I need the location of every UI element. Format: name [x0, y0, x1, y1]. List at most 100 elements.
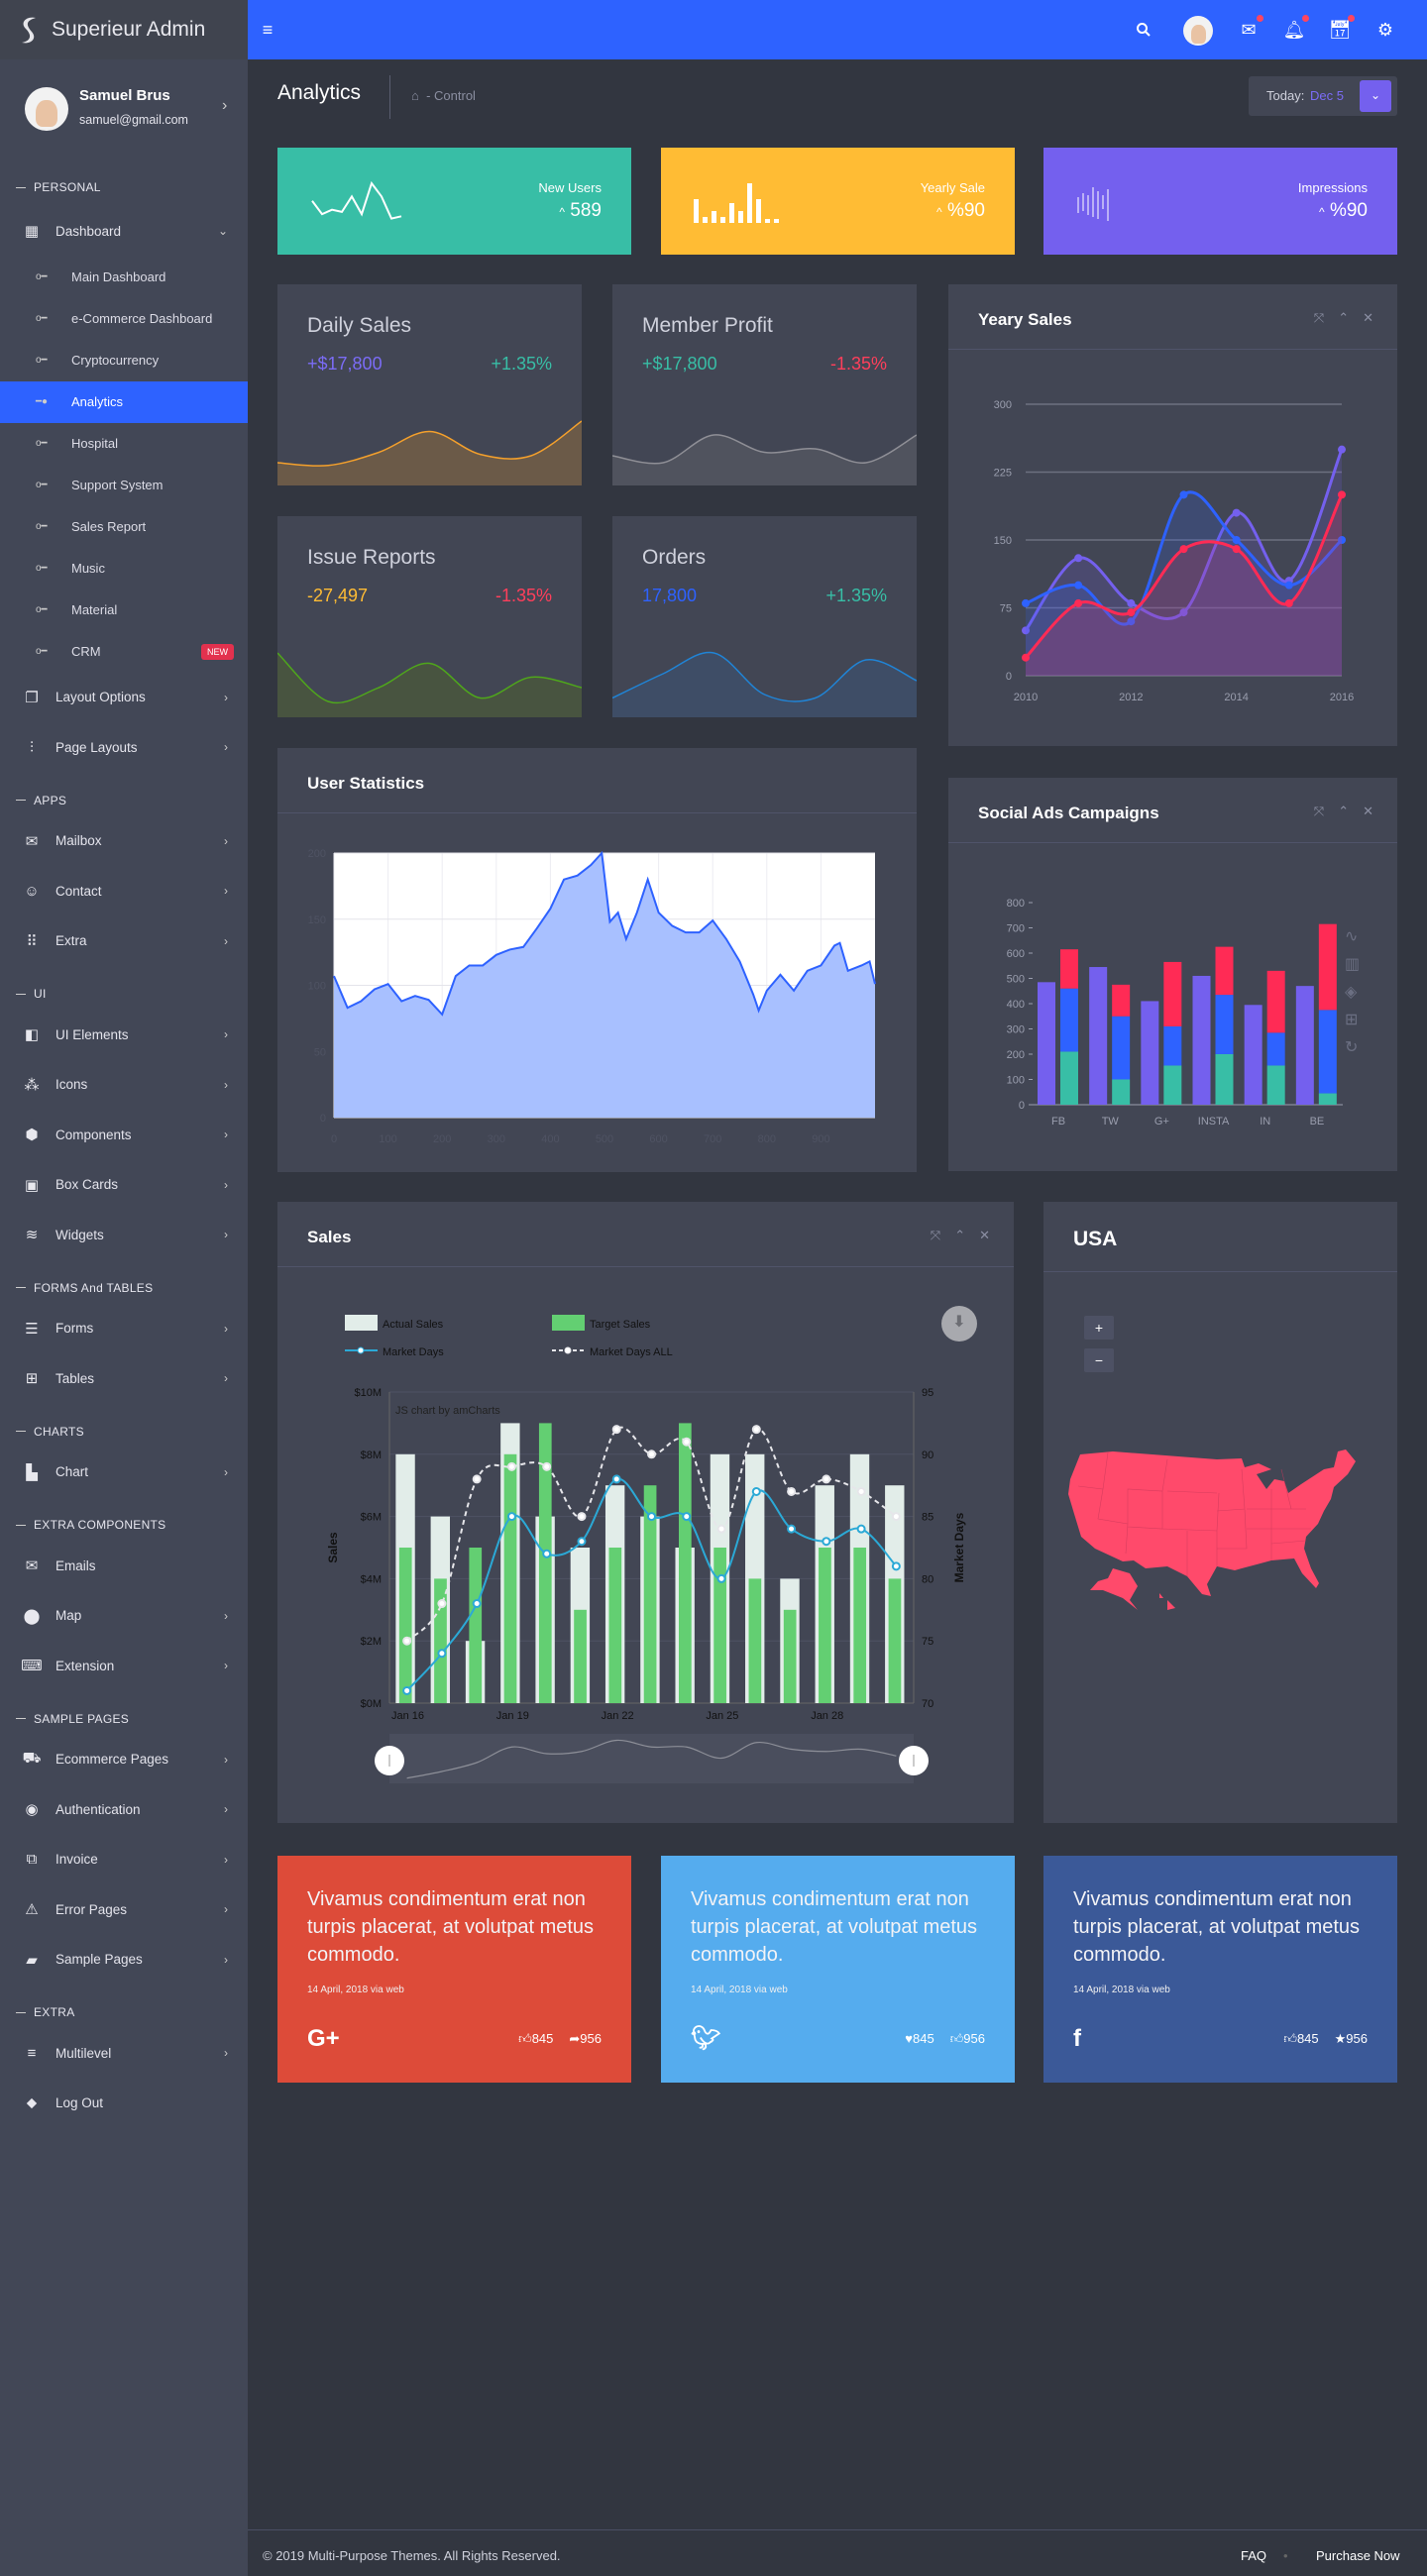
sidebar-subitem-hospital[interactable]: o━ Hospital	[0, 423, 248, 465]
box-cards-icon: ▣	[24, 1176, 40, 1194]
sidebar-item-label: e-Commerce Dashboard	[71, 311, 213, 326]
sidebar-subitem-music[interactable]: o━ Music	[0, 548, 248, 590]
sidebar-item-forms[interactable]: ☰ Forms ›	[0, 1304, 248, 1354]
sidebar-subitem-analytics[interactable]: ━● Analytics	[0, 380, 248, 423]
expand-icon[interactable]: ⤧	[1313, 310, 1325, 325]
bar-chart-icon[interactable]: ▥	[1345, 956, 1361, 973]
sidebar-item-ui-elements[interactable]: ◧ UI Elements ›	[0, 1010, 248, 1060]
sidebar-item-authentication[interactable]: ◉ Authentication ›	[0, 1784, 248, 1835]
data-point	[472, 1599, 482, 1609]
google-plus-icon[interactable]: G+	[307, 2025, 340, 2052]
collapse-icon[interactable]: ⌃	[1338, 804, 1350, 818]
sidebar-item-widgets[interactable]: ≋ Widgets ›	[0, 1210, 248, 1260]
legend-swatch	[345, 1315, 378, 1331]
stat-2[interactable]: ★956	[1335, 2031, 1368, 2047]
close-icon[interactable]: ✕	[1363, 310, 1373, 325]
search-icon[interactable]	[1132, 18, 1155, 42]
header-avatar[interactable]	[1183, 16, 1213, 46]
tick-label: 50	[314, 1046, 326, 1058]
user-panel[interactable]: Samuel Brus samuel@gmail.com ›	[0, 59, 248, 159]
collapse-icon[interactable]: ⌃	[954, 1228, 966, 1242]
sidebar-item-chart[interactable]: ▙ Chart ›	[0, 1448, 248, 1498]
sidebar-subitem-cryptocurrency[interactable]: o━ Cryptocurrency	[0, 340, 248, 381]
navigator-handle-left[interactable]	[375, 1746, 404, 1775]
tick-label: 0	[320, 1113, 326, 1125]
sidebar-item-sample-pages[interactable]: ▰ Sample Pages ›	[0, 1935, 248, 1986]
tiled-icon[interactable]: ⊞	[1345, 1012, 1359, 1028]
sidebar-item-extension[interactable]: ⌨ Extension ›	[0, 1641, 248, 1691]
sidebar-item-invoice[interactable]: ⧉ Invoice ›	[0, 1835, 248, 1885]
purchase-link[interactable]: Purchase Now	[1316, 2548, 1400, 2563]
stat-1[interactable]: 👍︎845	[1283, 2031, 1318, 2047]
stack-icon[interactable]: ◈	[1345, 984, 1358, 1001]
sidebar-item-ecommerce-pages[interactable]: ⛟ Ecommerce Pages ›	[0, 1735, 248, 1785]
sidebar-item-dashboard[interactable]: ▦ Dashboard ⌄	[0, 206, 248, 257]
sidebar-item-label: Sample Pages	[55, 1952, 143, 1968]
faq-link[interactable]: FAQ	[1241, 2548, 1267, 2563]
logo-icon	[22, 17, 36, 44]
stat-1[interactable]: ♥845	[905, 2031, 933, 2047]
home-icon[interactable]: ⌂	[411, 88, 419, 103]
sidebar-item-multilevel[interactable]: ≡ Multilevel ›	[0, 2028, 248, 2079]
stat-2[interactable]: 👍︎956	[950, 2031, 985, 2047]
sidebar-item-page-layouts[interactable]: ⫶ Page Layouts ›	[0, 722, 248, 773]
sidebar-subitem-support-system[interactable]: o━ Support System	[0, 465, 248, 506]
logo[interactable]: Superieur Admin	[0, 0, 248, 59]
zoom-out-button[interactable]: −	[1084, 1348, 1114, 1372]
mail-icon[interactable]: ✉	[1237, 15, 1263, 42]
stacked-bar-G+	[1163, 1065, 1182, 1105]
sidebar-item-label: Sales Report	[71, 519, 147, 534]
usa-states[interactable]	[1068, 1449, 1356, 1596]
sidebar-subitem-sales-report[interactable]: o━ Sales Report	[0, 506, 248, 548]
twitter-icon[interactable]: 🐦︎	[691, 2025, 721, 2052]
data-point	[822, 1537, 831, 1547]
navigator-handle-right[interactable]	[899, 1746, 929, 1775]
card-title: Orders	[642, 546, 707, 569]
count: 956	[963, 2030, 985, 2046]
chevron-down-icon[interactable]: ⌄	[1360, 80, 1391, 112]
post-date: 14 April, 2018 via web	[307, 1985, 404, 1995]
download-icon[interactable]: ⬇	[941, 1306, 977, 1342]
sidebar-item-layout-options[interactable]: ❐ Layout Options ›	[0, 673, 248, 723]
restore-icon[interactable]: ↻	[1345, 1039, 1359, 1056]
sidebar-item-components[interactable]: ⬢ Components ›	[0, 1110, 248, 1160]
sidebar-item-box-cards[interactable]: ▣ Box Cards ›	[0, 1160, 248, 1211]
data-point	[1074, 554, 1083, 563]
line-chart-icon[interactable]: ∿	[1345, 928, 1359, 945]
chart-credit: JS chart by amCharts	[395, 1405, 500, 1417]
close-icon[interactable]: ✕	[979, 1228, 990, 1242]
expand-icon[interactable]: ⤧	[1313, 804, 1325, 818]
stat-1[interactable]: 👍︎845	[518, 2031, 553, 2047]
sidebar-subitem-crm[interactable]: o━ CRM NEW	[0, 631, 248, 673]
gear-icon[interactable]: ⚙	[1376, 19, 1394, 40]
sidebar-item-emails[interactable]: ✉ Emails	[0, 1541, 248, 1591]
sidebar-subitem-material[interactable]: o━ Material	[0, 590, 248, 631]
tick-label: 2010	[1014, 692, 1038, 703]
facebook-icon[interactable]: f	[1073, 2025, 1081, 2052]
sidebar-item-extra[interactable]: ⠿ Extra ›	[0, 916, 248, 967]
expand-icon[interactable]: ⤧	[930, 1228, 941, 1242]
sidebar-item-tables[interactable]: ⊞ Tables ›	[0, 1353, 248, 1404]
sidebar-subitem-e-commerce-dashboard[interactable]: o━ e-Commerce Dashboard	[0, 298, 248, 340]
chevron-right-icon[interactable]: ›	[222, 97, 228, 114]
target-sales-bar	[888, 1578, 902, 1703]
sidebar-subitem-main-dashboard[interactable]: o━ Main Dashboard	[0, 257, 248, 298]
usa-map[interactable]	[1068, 1449, 1375, 1667]
collapse-icon[interactable]: ⌃	[1338, 310, 1350, 325]
sidebar-item-map[interactable]: ⬤ Map ›	[0, 1591, 248, 1642]
bell-icon[interactable]: 🔔︎	[1282, 15, 1309, 42]
calendar-icon[interactable]: 📅︎	[1328, 15, 1355, 42]
menu-toggle-icon[interactable]: ≡	[262, 19, 274, 40]
sidebar-item-mailbox[interactable]: ✉ Mailbox ›	[0, 816, 248, 867]
date-picker[interactable]: Today: Dec 5 ⌄	[1249, 76, 1397, 116]
sidebar-item-contact[interactable]: ☺ Contact ›	[0, 866, 248, 916]
zoom-in-button[interactable]: +	[1084, 1316, 1114, 1340]
sidebar-item-log-out[interactable]: ⬥ Log Out	[0, 2079, 248, 2129]
stat-2[interactable]: ➦956	[569, 2031, 602, 2047]
close-icon[interactable]: ✕	[1363, 804, 1373, 818]
sidebar-item-icons[interactable]: ⁂ Icons ›	[0, 1060, 248, 1111]
stacked-bar-IN	[1266, 1032, 1285, 1066]
data-point	[647, 1512, 656, 1522]
data-point	[1284, 581, 1293, 590]
sidebar-item-error-pages[interactable]: ⚠ Error Pages ›	[0, 1884, 248, 1935]
